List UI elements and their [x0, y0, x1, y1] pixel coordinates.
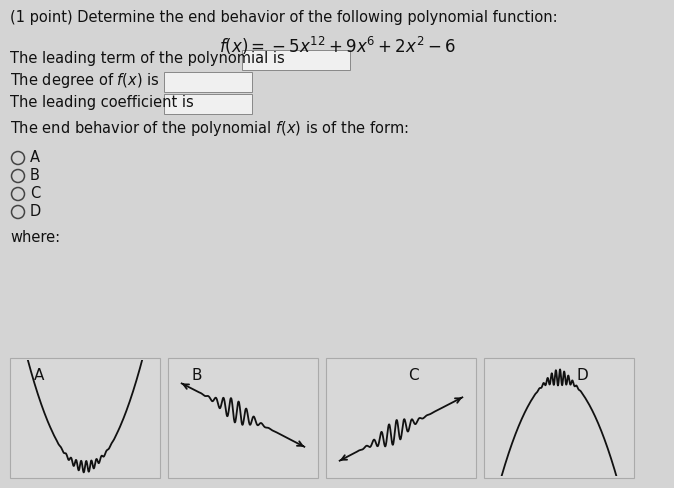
Text: The leading coefficient is: The leading coefficient is [10, 95, 193, 109]
Text: D: D [576, 368, 588, 383]
Text: A: A [34, 368, 44, 383]
Text: D: D [30, 204, 41, 220]
Text: B: B [30, 168, 40, 183]
Text: The degree of $f(x)$ is: The degree of $f(x)$ is [10, 70, 160, 89]
Text: The end behavior of the polynomial $f(x)$ is of the form:: The end behavior of the polynomial $f(x)… [10, 119, 408, 138]
Text: A: A [30, 150, 40, 165]
Text: C: C [408, 368, 419, 383]
Bar [164, 72, 252, 92]
Text: B: B [192, 368, 202, 383]
Text: $f(x) = -5x^{12} + 9x^{6} + 2x^{2} - 6$: $f(x) = -5x^{12} + 9x^{6} + 2x^{2} - 6$ [218, 35, 456, 57]
Text: where:: where: [10, 230, 60, 245]
Bar [242, 50, 350, 70]
Text: C: C [30, 186, 40, 202]
Bar [168, 358, 318, 478]
Bar [484, 358, 634, 478]
Text: (1 point) Determine the end behavior of the following polynomial function:: (1 point) Determine the end behavior of … [10, 10, 557, 25]
Bar [326, 358, 476, 478]
Bar [10, 358, 160, 478]
Bar [164, 94, 252, 114]
Text: The leading term of the polynomial is: The leading term of the polynomial is [10, 50, 284, 65]
